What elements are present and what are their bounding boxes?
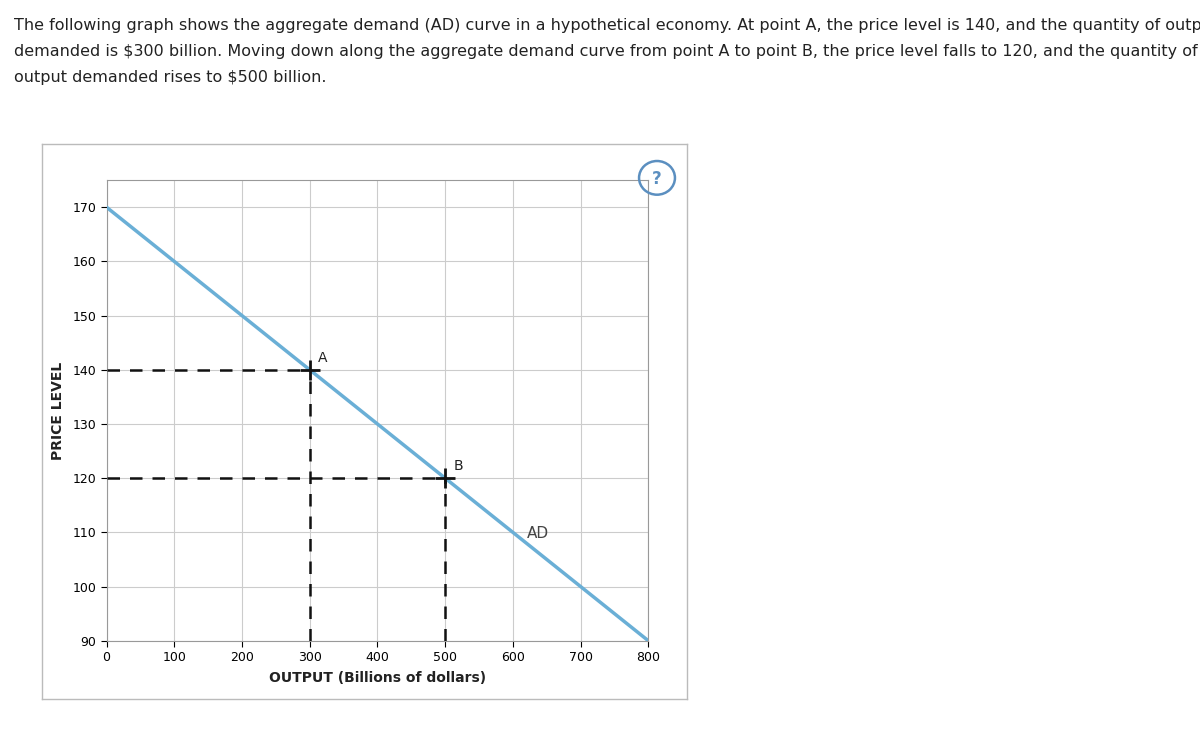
Text: ?: ? [652, 170, 662, 188]
Text: output demanded rises to $500 billion.: output demanded rises to $500 billion. [14, 70, 326, 85]
X-axis label: OUTPUT (Billions of dollars): OUTPUT (Billions of dollars) [269, 671, 486, 685]
Text: A: A [318, 350, 328, 364]
Text: demanded is $300 billion. Moving down along the aggregate demand curve from poin: demanded is $300 billion. Moving down al… [14, 44, 1198, 59]
Text: The following graph shows the aggregate demand (AD) curve in a hypothetical econ: The following graph shows the aggregate … [14, 18, 1200, 33]
Text: AD: AD [527, 526, 548, 541]
Text: B: B [454, 459, 463, 473]
Y-axis label: PRICE LEVEL: PRICE LEVEL [52, 361, 65, 459]
